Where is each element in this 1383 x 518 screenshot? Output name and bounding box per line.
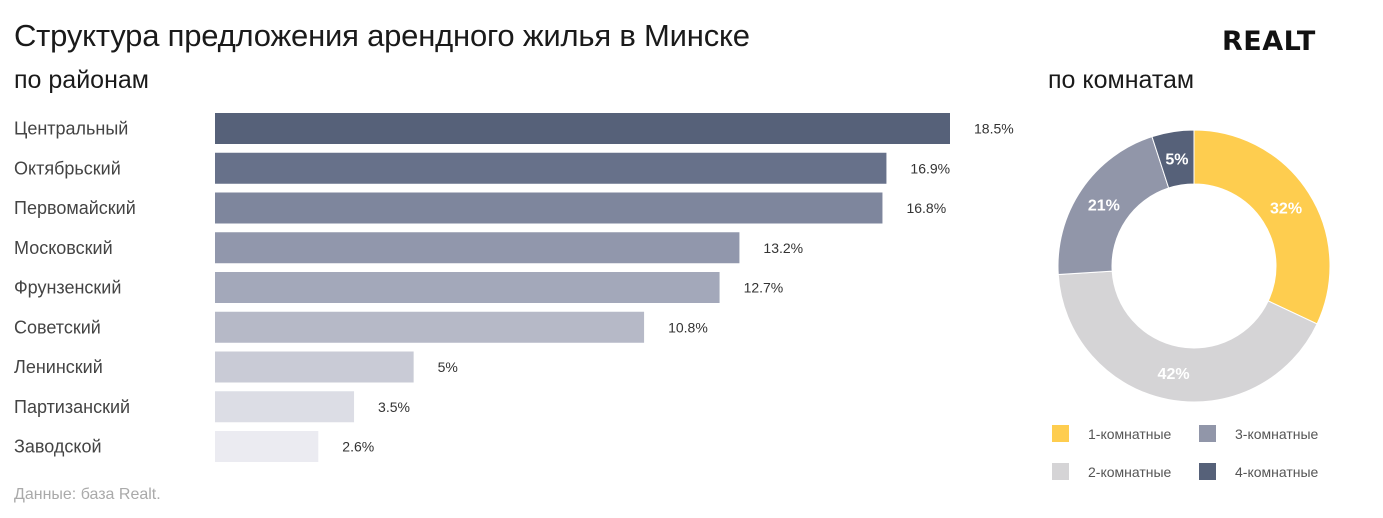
slice-label: 32% — [1270, 201, 1302, 218]
bar-value-label: 3.5% — [378, 399, 410, 415]
category-label: Ленинский — [14, 357, 103, 377]
category-label: Октябрьский — [14, 158, 121, 178]
legend-swatch — [1052, 463, 1069, 480]
legend-item: 1-комнатные — [1052, 425, 1171, 442]
legend-label: 1-комнатные — [1088, 425, 1172, 442]
bar — [215, 272, 720, 303]
category-label: Первомайский — [14, 198, 136, 218]
legend-swatch — [1199, 463, 1216, 480]
bar-value-label: 2.6% — [342, 439, 374, 455]
donut-slice — [1057, 270, 1318, 403]
bar-chart: Центральный 18.5% Октябрьский 16.9% Первомай… — [14, 113, 1014, 462]
legend-swatch — [1199, 425, 1216, 442]
realt-logo: REALT — [1222, 26, 1316, 57]
slice-label: 42% — [1158, 366, 1190, 383]
slice-label: 21% — [1088, 198, 1120, 215]
bar-value-label: 18.5% — [974, 121, 1014, 137]
legend-swatch — [1052, 425, 1069, 442]
bar-chart-title: по районам — [14, 66, 149, 94]
category-label: Центральный — [14, 119, 128, 139]
bar — [215, 351, 414, 383]
bar — [215, 311, 645, 343]
legend-label: 2-комнатные — [1088, 463, 1172, 480]
bar-value-label: 10.8% — [668, 319, 708, 335]
legend-item: 4-комнатные — [1199, 463, 1318, 480]
bar-value-label: 16.9% — [910, 160, 950, 176]
legend-item: 2-комнатные — [1052, 463, 1171, 480]
legend-item: 3-комнатные — [1199, 425, 1318, 442]
legend-label: 4-комнатные — [1235, 463, 1319, 480]
bar — [215, 431, 319, 462]
category-label: Московский — [14, 238, 113, 258]
category-label: Советский — [14, 317, 101, 337]
bar — [215, 152, 887, 184]
donut-chart-title: по комнатам — [1048, 66, 1195, 94]
category-label: Заводской — [14, 437, 102, 457]
bar-value-label: 16.8% — [906, 200, 946, 216]
legend-label: 3-комнатные — [1235, 425, 1319, 442]
category-label: Партизанский — [14, 397, 130, 417]
slice-label: 5% — [1165, 151, 1188, 168]
chart-title: Структура предложения арендного жилья в … — [14, 18, 750, 53]
donut-chart: 32% 42% 21% 5% — [1057, 129, 1331, 403]
bar-value-label: 12.7% — [744, 280, 784, 296]
bar — [215, 113, 950, 144]
source-note: Данные: база Realt. — [14, 486, 161, 503]
category-label: Фрунзенский — [14, 278, 121, 298]
bar — [215, 391, 355, 423]
donut-slice — [1151, 129, 1195, 189]
bar — [215, 232, 740, 264]
bar-value-label: 13.2% — [763, 240, 803, 256]
bar-value-label: 5% — [438, 359, 458, 375]
donut-slice — [1193, 129, 1331, 325]
bar — [215, 192, 883, 224]
